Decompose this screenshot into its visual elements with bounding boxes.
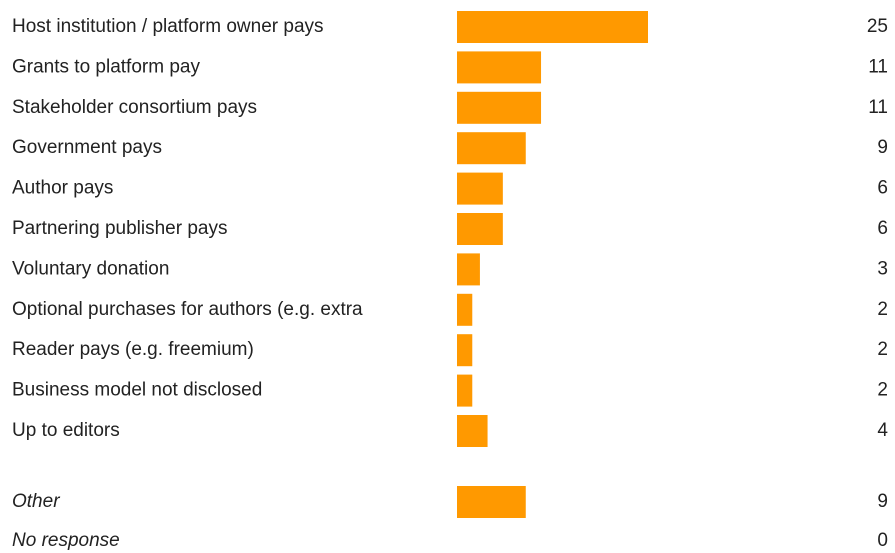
category-label: Grants to platform pay: [12, 56, 200, 77]
bar: [457, 51, 542, 84]
category-label: Host institution / platform owner pays: [12, 16, 324, 37]
value-label: 2: [877, 339, 888, 360]
category-label: Stakeholder consortium pays: [12, 97, 257, 118]
bar: [457, 253, 480, 286]
bar: [457, 415, 488, 447]
value-label: 9: [877, 491, 888, 512]
category-label: Author pays: [12, 178, 113, 199]
bar: [457, 293, 473, 326]
value-label: 4: [877, 420, 888, 441]
category-label: Up to editors: [12, 420, 120, 441]
category-label: Other: [12, 491, 60, 512]
value-label: 3: [877, 258, 888, 279]
value-label: 6: [877, 178, 888, 199]
category-label: Reader pays (e.g. freemium): [12, 339, 254, 360]
category-label: Business model not disclosed: [12, 380, 262, 401]
value-label: 2: [877, 380, 888, 401]
value-label: 11: [868, 56, 888, 77]
value-label: 11: [868, 97, 888, 118]
bar: [457, 172, 503, 205]
category-label: Government pays: [12, 137, 162, 158]
value-label: 6: [877, 218, 888, 239]
bar: [457, 374, 473, 407]
bar: [457, 486, 526, 518]
category-label: Partnering publisher pays: [12, 218, 227, 239]
bar: [457, 334, 473, 367]
bar: [457, 132, 526, 165]
value-label: 2: [877, 299, 888, 320]
value-label: 0: [877, 530, 888, 551]
category-label: Optional purchases for authors (e.g. ext…: [12, 299, 363, 320]
bar: [457, 91, 542, 124]
value-label: 25: [867, 16, 888, 37]
category-label: No response: [12, 530, 120, 551]
bar: [457, 213, 503, 245]
bar: [457, 11, 648, 43]
value-label: 9: [877, 137, 888, 158]
category-label: Voluntary donation: [12, 258, 169, 279]
